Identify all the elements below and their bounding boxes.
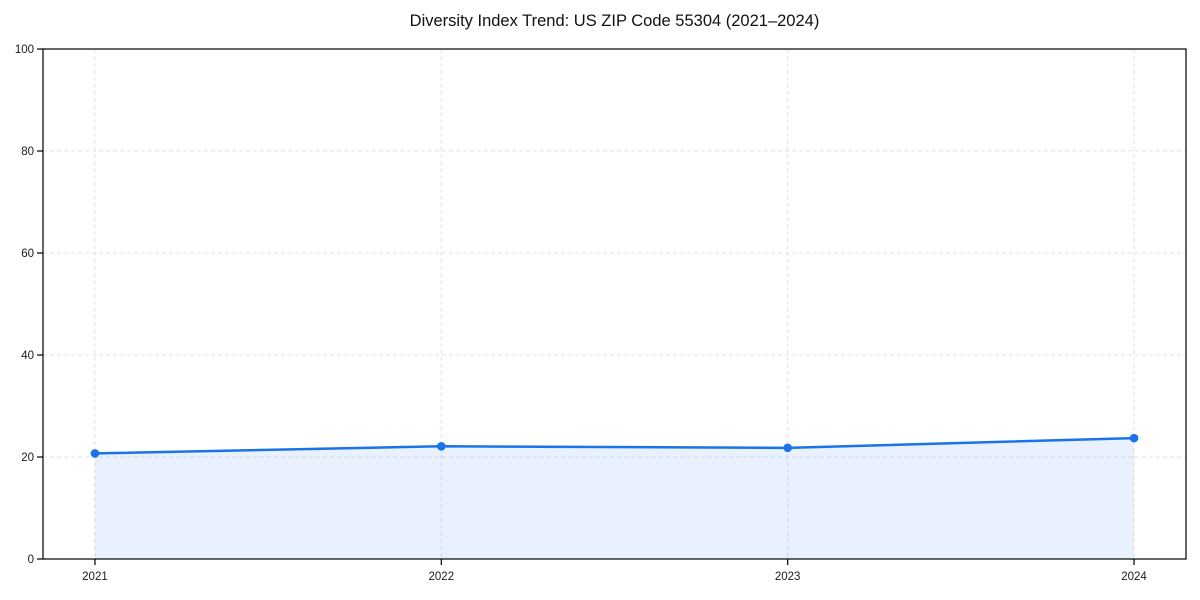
y-tick-label: 80	[21, 146, 34, 158]
y-tick-label: 40	[21, 350, 34, 362]
data-point-2023	[783, 443, 792, 453]
chart-title: Diversity Index Trend: US ZIP Code 55304…	[409, 12, 820, 30]
plot-border	[42, 48, 1187, 560]
x-tick-label: 2024	[1121, 571, 1147, 583]
area-fill	[94, 438, 1135, 559]
y-tick-label: 20	[21, 452, 34, 464]
x-tick-label: 2023	[775, 571, 801, 583]
data-point-2021	[90, 449, 100, 458]
x-tick-label: 2021	[82, 571, 108, 583]
data-point-2024	[1129, 433, 1139, 443]
y-tick-label: 0	[28, 554, 34, 566]
x-tick-label: 2022	[429, 571, 455, 583]
trend-line	[93, 436, 1136, 455]
data-point-2022	[437, 441, 446, 451]
y-tick-label: 60	[21, 248, 34, 260]
y-tick-label: 100	[15, 44, 34, 56]
